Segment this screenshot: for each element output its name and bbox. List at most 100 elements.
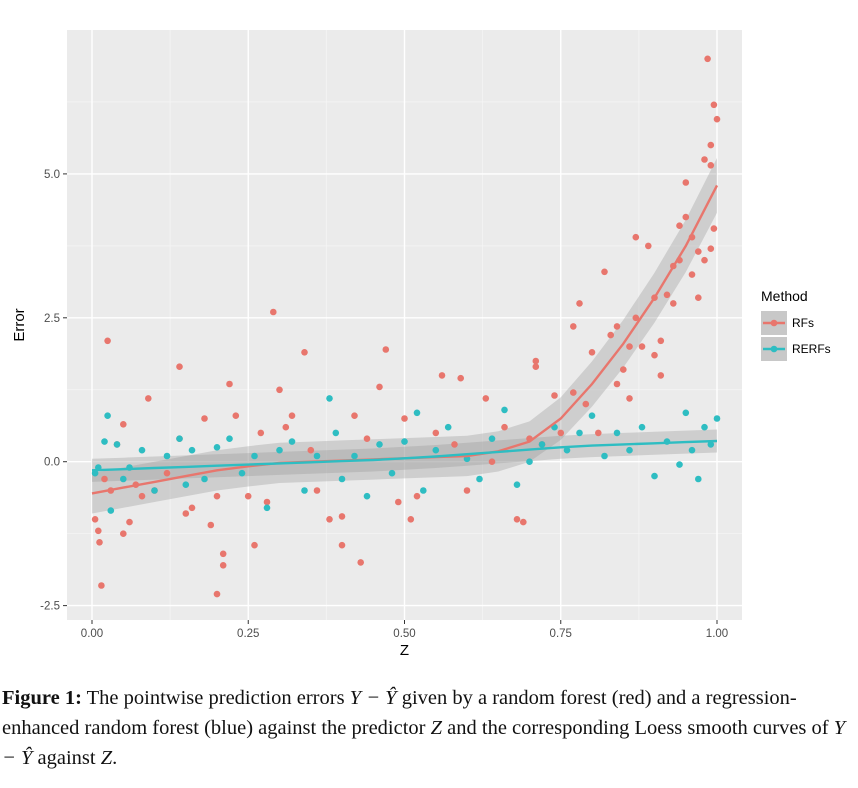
data-point-rfs	[707, 162, 715, 169]
data-point-rfs	[645, 242, 652, 250]
data-point-rfs	[182, 510, 190, 517]
data-point-rerfs	[526, 458, 533, 466]
x-tick-label: 1.00	[706, 628, 728, 640]
data-point-rerfs	[626, 446, 633, 454]
x-tick-label: 0.00	[81, 628, 103, 640]
data-point-rfs	[104, 337, 111, 345]
data-point-rfs	[482, 395, 490, 402]
caption-label: Figure 1:	[2, 687, 82, 709]
figure-caption: Figure 1: The pointwise prediction error…	[2, 683, 852, 773]
data-point-rfs	[232, 412, 240, 420]
data-point-rerfs	[701, 423, 708, 431]
data-point-rerfs	[401, 438, 408, 445]
data-point-rerfs	[288, 438, 296, 445]
caption-text-2: given by a random forest (red) and a reg…	[2, 687, 797, 739]
data-point-rfs	[501, 423, 508, 431]
data-point-rfs	[620, 366, 627, 373]
legend-key-dot-rerfs	[770, 345, 778, 353]
data-point-rerfs	[120, 475, 127, 483]
smooth-line-rerfs	[91, 439, 718, 472]
data-point-rfs	[701, 256, 708, 264]
data-point-rfs	[582, 400, 590, 408]
data-point-rfs	[632, 233, 640, 241]
data-point-rerfs	[676, 461, 683, 468]
data-point-rfs	[657, 337, 665, 345]
data-point-rfs	[91, 516, 99, 523]
data-point-rerfs	[476, 475, 483, 483]
data-point-rerfs	[351, 452, 358, 460]
data-point-rfs	[682, 179, 690, 186]
data-point-rerfs	[432, 446, 440, 454]
data-point-rfs	[338, 541, 346, 549]
data-point-rfs	[401, 415, 408, 422]
data-point-rfs	[244, 492, 252, 500]
data-point-rfs	[707, 141, 715, 149]
y-tick-label: 2.5	[44, 313, 60, 325]
data-point-rerfs	[563, 446, 571, 454]
data-point-rerfs	[238, 469, 246, 477]
data-point-rfs	[695, 248, 702, 255]
data-point-rerfs	[601, 452, 608, 460]
data-point-rfs	[570, 389, 577, 396]
data-point-rerfs	[576, 429, 583, 437]
data-point-rerfs	[151, 487, 158, 494]
data-point-rfs	[282, 423, 290, 431]
data-point-rfs	[682, 213, 690, 221]
data-point-rerfs	[163, 452, 171, 460]
data-point-rfs	[213, 492, 221, 500]
data-point-rfs	[607, 331, 614, 339]
x-axis-label: Z	[400, 642, 409, 659]
data-point-rfs	[626, 395, 633, 402]
data-point-rfs	[710, 101, 718, 109]
data-point-rfs	[138, 492, 146, 500]
data-point-rfs	[632, 314, 640, 322]
data-point-rerfs	[363, 492, 371, 500]
legend-label-rerfs: RERFs	[792, 342, 831, 356]
data-point-rfs	[595, 429, 602, 437]
data-point-rerfs	[682, 409, 690, 417]
data-point-rfs	[226, 380, 233, 388]
caption-math-3: Y − Ŷ	[2, 717, 846, 769]
data-point-rerfs	[538, 441, 546, 448]
data-point-rfs	[613, 323, 621, 330]
data-point-rfs	[707, 245, 715, 252]
data-point-rfs	[376, 383, 383, 391]
data-point-rfs	[163, 469, 171, 477]
data-point-rfs	[695, 294, 702, 302]
data-point-rerfs	[176, 435, 183, 443]
data-point-rerfs	[513, 481, 521, 489]
data-point-rfs	[313, 487, 321, 494]
caption-text-5: .	[112, 747, 118, 769]
caption-math-4: Z	[100, 747, 113, 769]
data-point-rerfs	[263, 504, 271, 512]
data-point-rerfs	[332, 429, 340, 437]
data-point-rerfs	[695, 475, 702, 483]
data-point-rfs	[219, 562, 227, 569]
caption-text-4: against	[32, 747, 101, 769]
data-point-rfs	[101, 475, 108, 483]
data-point-rerfs	[101, 438, 108, 445]
data-point-rfs	[438, 372, 446, 379]
data-point-rfs	[145, 395, 152, 402]
data-point-rfs	[363, 435, 371, 443]
data-point-rerfs	[413, 409, 421, 417]
legend-title: Method	[761, 288, 808, 304]
data-point-rerfs	[201, 475, 208, 483]
data-point-rfs	[382, 346, 390, 353]
x-tick-label: 0.75	[550, 628, 572, 640]
data-point-rfs	[95, 527, 102, 535]
data-point-rfs	[670, 300, 677, 307]
data-point-rfs	[570, 323, 577, 330]
legend-key-dot-rfs	[770, 319, 778, 327]
x-tick-label: 0.50	[393, 628, 415, 640]
data-point-rerfs	[613, 429, 621, 437]
data-point-rfs	[520, 518, 527, 526]
data-point-rfs	[219, 550, 227, 558]
data-point-rfs	[176, 363, 183, 371]
data-point-rfs	[413, 492, 421, 500]
data-point-rfs	[513, 516, 521, 523]
data-point-rfs	[96, 539, 103, 546]
data-point-rfs	[704, 55, 711, 63]
chart: 0.00 0.25 0.50 0.75 1.00 -2.5 0.0 2.5 5.0 Z Error M…	[11, 30, 831, 659]
data-point-rfs	[532, 357, 540, 365]
